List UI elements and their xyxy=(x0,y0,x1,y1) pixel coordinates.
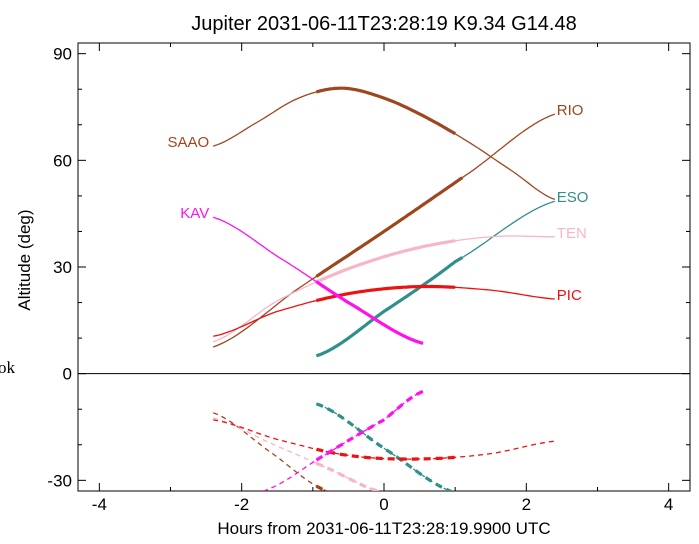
series-saao-line xyxy=(212,87,556,201)
plot-frame xyxy=(77,42,691,492)
series-ten-thick xyxy=(315,239,456,284)
series-rio-below xyxy=(212,412,328,491)
series-eso-below xyxy=(316,403,452,491)
x-tick-label: 2 xyxy=(522,495,531,514)
series-ten-below xyxy=(213,417,380,491)
series-pic-label: PIC xyxy=(557,287,582,304)
y-tick-label: 0 xyxy=(63,365,72,384)
x-tick-label: 0 xyxy=(379,495,388,514)
series-kav-thick xyxy=(315,280,424,345)
series-pic-thick xyxy=(316,284,456,303)
series-kav-below xyxy=(262,390,424,491)
y-tick-label: -30 xyxy=(47,471,72,490)
series-kav-below-thick xyxy=(315,389,424,462)
x-tick-label: -2 xyxy=(234,495,249,514)
y-tick-label: 60 xyxy=(53,151,72,170)
chart-title: Jupiter 2031-06-11T23:28:19 K9.34 G14.48 xyxy=(191,13,576,35)
series-eso-label: ESO xyxy=(557,189,589,206)
series-saao-label: SAAO xyxy=(168,134,210,151)
x-axis-label: Hours from 2031-06-11T23:28:19.9900 UTC xyxy=(217,519,550,538)
series-ten-label: TEN xyxy=(557,225,587,242)
series-rio-label: RIO xyxy=(557,102,584,119)
series-ten-below-thick xyxy=(315,461,384,491)
y-axis-label: Altitude (deg) xyxy=(15,209,34,310)
x-tick-label: -4 xyxy=(92,495,107,514)
series-rio-below-thick xyxy=(315,484,328,491)
series-kav-label: KAV xyxy=(180,205,209,222)
series-eso-below-thick xyxy=(315,402,455,491)
series-eso-line xyxy=(316,200,556,357)
cutoff-text: ok xyxy=(0,358,16,377)
series-pic-below xyxy=(213,419,555,460)
x-tick-label: 4 xyxy=(664,495,673,514)
series-saao-thick xyxy=(315,86,457,136)
y-tick-label: 90 xyxy=(53,45,72,64)
series-rio-thick xyxy=(315,176,464,278)
series-eso-thick xyxy=(315,256,464,358)
y-tick-label: 30 xyxy=(53,258,72,277)
